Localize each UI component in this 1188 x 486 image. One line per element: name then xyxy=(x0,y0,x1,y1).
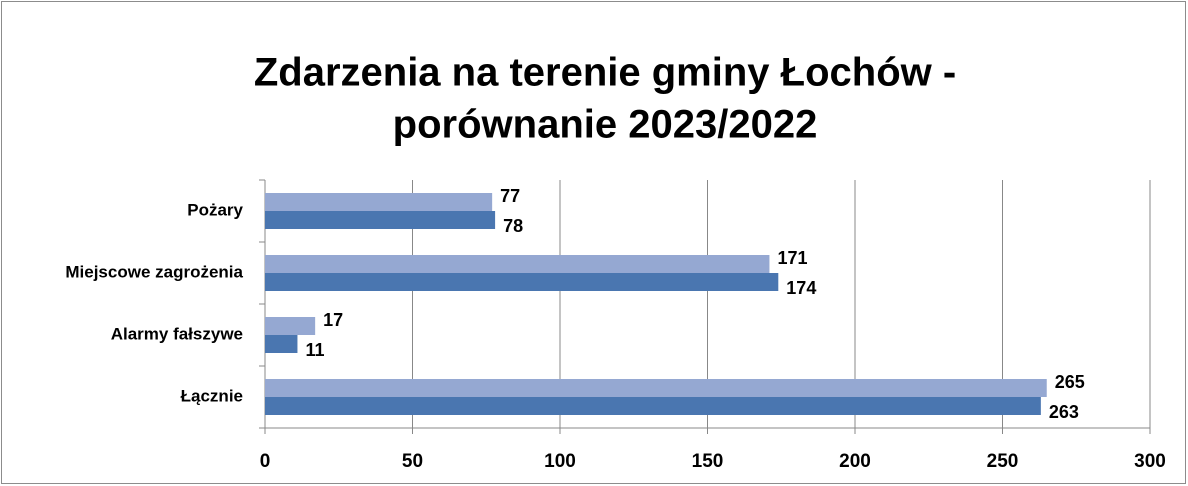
x-tick-label: 200 xyxy=(839,451,871,472)
bar xyxy=(265,211,496,229)
chart-title: porównanie 2023/2022 xyxy=(393,103,818,147)
value-label: 17 xyxy=(323,310,343,330)
x-tick-label: 50 xyxy=(402,451,423,472)
value-label: 174 xyxy=(786,278,816,298)
bar xyxy=(265,273,779,291)
x-tick-label: 250 xyxy=(987,451,1019,472)
value-label: 171 xyxy=(777,248,807,268)
x-tick-label: 300 xyxy=(1134,451,1166,472)
x-tick-label: 150 xyxy=(692,451,724,472)
value-label: 78 xyxy=(503,216,523,236)
x-tick-label: 0 xyxy=(260,451,271,472)
y-tick-label: Pożary xyxy=(187,200,243,219)
chart-title: Zdarzenia na terenie gminy Łochów - xyxy=(254,51,956,95)
bar xyxy=(265,193,493,211)
bar xyxy=(265,255,770,273)
bar xyxy=(265,335,298,353)
x-tick-label: 100 xyxy=(544,451,576,472)
bar xyxy=(265,379,1047,397)
value-label: 11 xyxy=(305,340,324,360)
value-label: 265 xyxy=(1055,372,1085,392)
y-tick-label: Miejscowe zagrożenia xyxy=(65,262,243,281)
bar xyxy=(265,397,1041,415)
bar xyxy=(265,317,316,335)
value-label: 77 xyxy=(500,186,520,206)
y-tick-label: Alarmy fałszywe xyxy=(111,324,243,343)
value-label: 263 xyxy=(1049,402,1079,422)
y-tick-label: Łącznie xyxy=(181,386,243,405)
